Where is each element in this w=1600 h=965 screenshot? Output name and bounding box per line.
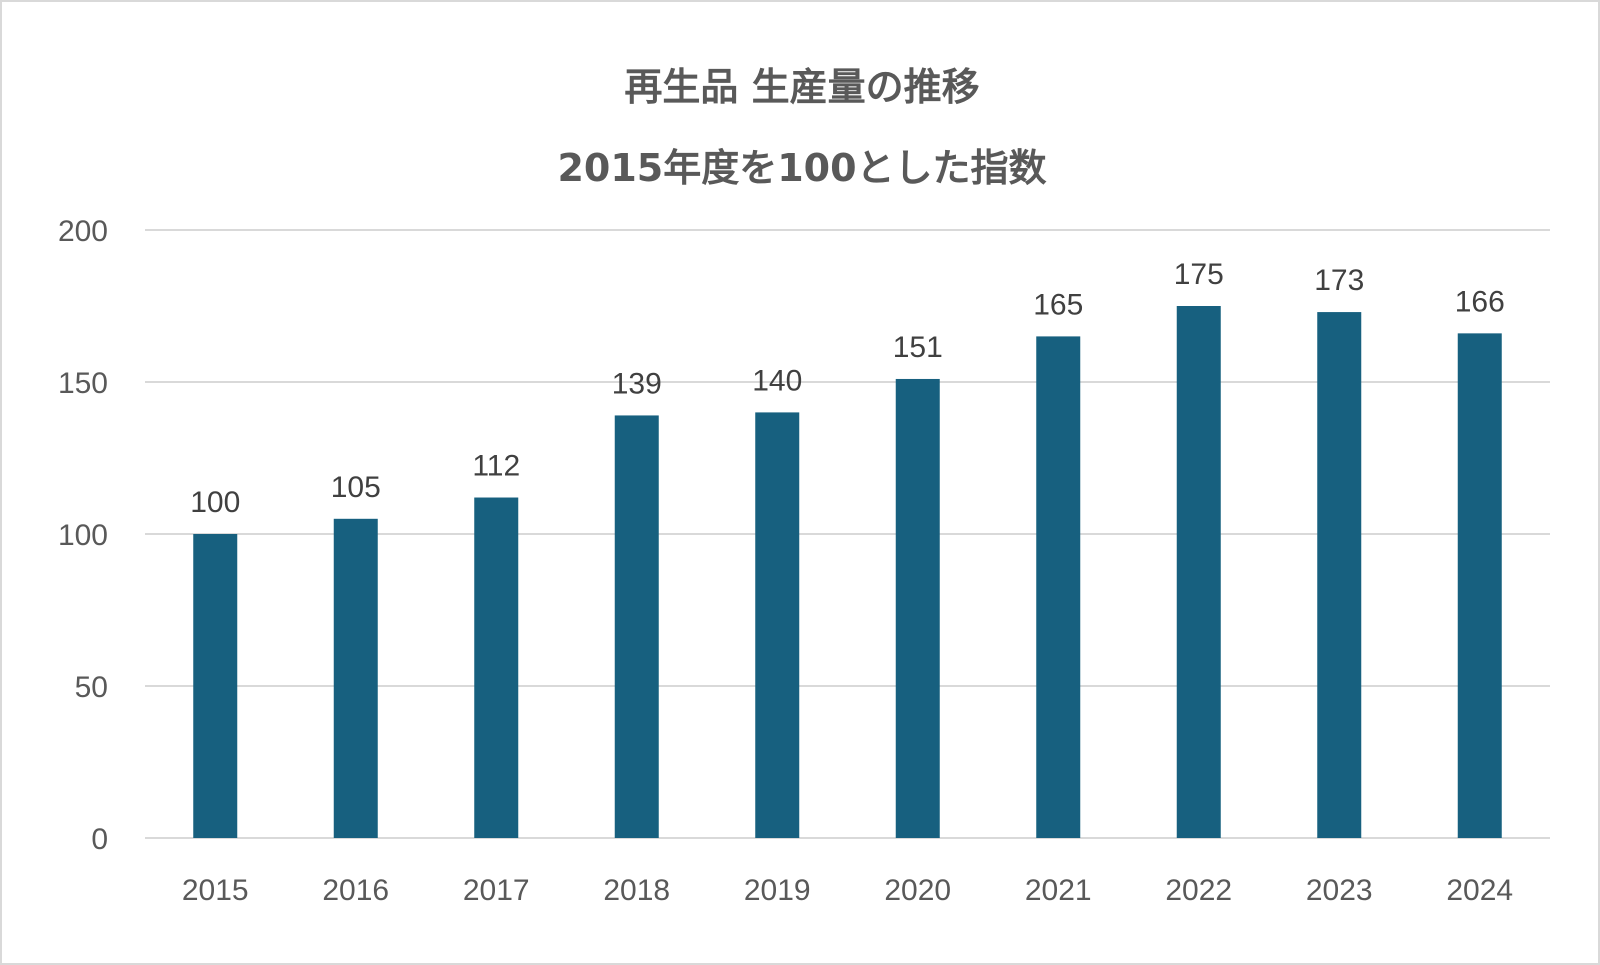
y-axis-ticks: 0 50 100 150 200 xyxy=(58,215,108,856)
bars xyxy=(193,306,1502,839)
data-label: 140 xyxy=(752,364,802,397)
x-tick-label: 2017 xyxy=(463,874,530,907)
data-label: 112 xyxy=(472,450,520,483)
x-tick-label: 2019 xyxy=(744,874,811,907)
data-label: 139 xyxy=(612,367,662,400)
data-label: 105 xyxy=(331,471,381,504)
bar xyxy=(895,378,940,838)
y-tick-label: 0 xyxy=(91,823,108,856)
data-label: 151 xyxy=(893,331,943,364)
bar xyxy=(474,497,519,838)
x-tick-label: 2024 xyxy=(1446,874,1513,907)
x-tick-label: 2018 xyxy=(603,874,670,907)
bar xyxy=(333,518,378,838)
x-tick-label: 2023 xyxy=(1306,874,1373,907)
data-label: 165 xyxy=(1033,288,1083,321)
bar xyxy=(1036,336,1081,838)
chart-title: 再生品 生産量の推移 xyxy=(624,65,980,109)
data-label: 173 xyxy=(1314,264,1364,297)
x-tick-label: 2021 xyxy=(1025,874,1092,907)
y-tick-label: 200 xyxy=(58,215,108,248)
y-tick-label: 50 xyxy=(75,671,108,704)
bar xyxy=(755,412,800,838)
data-label: 166 xyxy=(1455,285,1505,318)
x-tick-label: 2022 xyxy=(1165,874,1232,907)
x-tick-label: 2020 xyxy=(884,874,951,907)
data-labels: 100 105 112 139 140 151 165 175 173 166 xyxy=(190,258,1505,519)
y-tick-label: 100 xyxy=(58,519,108,552)
x-tick-label: 2016 xyxy=(322,874,389,907)
x-axis-labels: 2015 2016 2017 2018 2019 2020 2021 2022 2023 2024 xyxy=(182,874,1513,907)
bar xyxy=(193,534,238,838)
bar xyxy=(614,415,659,838)
x-tick-label: 2015 xyxy=(182,874,249,907)
y-tick-label: 150 xyxy=(58,367,108,400)
chart-subtitle: 2015年度を100とした指数 xyxy=(557,146,1047,190)
bar xyxy=(1317,312,1362,839)
bar xyxy=(1176,306,1221,838)
bar xyxy=(1457,333,1502,838)
gridlines xyxy=(145,229,1550,839)
data-label: 175 xyxy=(1174,258,1224,291)
data-label: 100 xyxy=(190,486,240,519)
